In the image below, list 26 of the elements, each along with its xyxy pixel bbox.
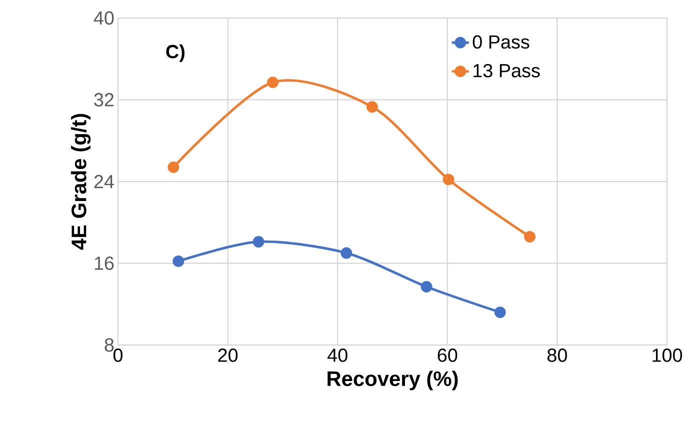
y-tick-label: 24: [94, 174, 114, 188]
y-tick-label: 8: [104, 338, 114, 352]
y-tick-label: 32: [94, 93, 114, 106]
point: [366, 101, 378, 113]
x-tick-label: 0: [113, 348, 123, 362]
y-axis-title: 4E Grade (g/t): [70, 114, 91, 250]
x-tick-label: 40: [328, 348, 348, 362]
x-tick-label: 80: [548, 348, 567, 362]
point: [172, 255, 184, 267]
x-tick-label: 60: [438, 348, 458, 362]
x-tick-label: 100: [652, 348, 682, 362]
point: [420, 281, 432, 292]
point: [267, 76, 279, 88]
y-tick-label: 16: [94, 256, 114, 270]
point: [494, 306, 506, 318]
point: [524, 230, 536, 242]
point: [340, 247, 352, 259]
point: [168, 161, 180, 173]
y-tick-label: 40: [94, 11, 114, 25]
x-axis-title: Recovery (%): [328, 370, 458, 390]
legend-label: 0 Pass: [472, 35, 530, 49]
legend-label: 13 Pass: [474, 64, 540, 78]
annotation: C): [166, 44, 184, 62]
x-tick-label: 20: [218, 348, 238, 362]
point: [252, 236, 264, 248]
point: [442, 174, 454, 186]
